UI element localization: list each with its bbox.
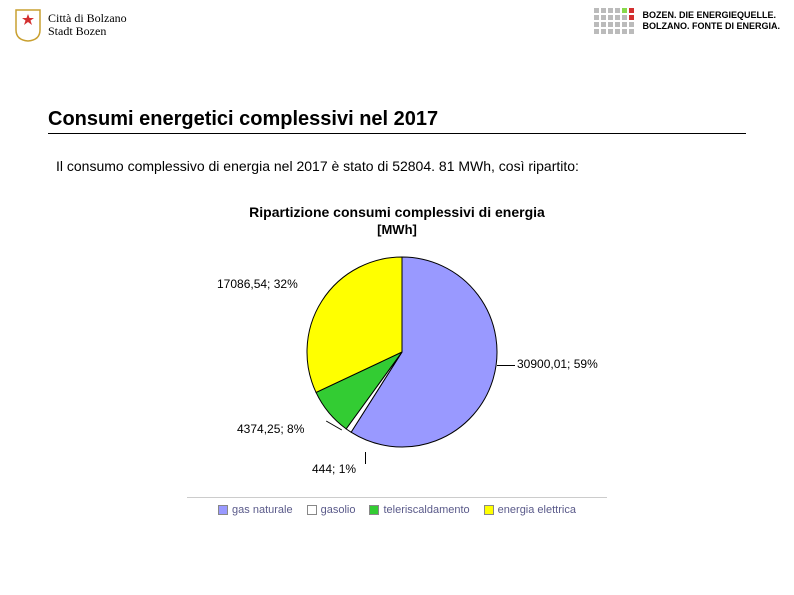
legend-swatch [484,505,494,515]
dot-icon [622,8,627,13]
dot-icon [615,8,620,13]
dot-icon [615,22,620,27]
tagline-line1: BOZEN. DIE ENERGIEQUELLE. [642,10,780,21]
dot-icon [629,15,634,20]
dot-icon [601,8,606,13]
dot-icon [629,29,634,34]
legend-swatch [307,505,317,515]
dot-icon [622,29,627,34]
legend-item: teleriscaldamento [369,504,469,516]
slice-label-gas: 30900,01; 59% [517,357,598,371]
legend-swatch [218,505,228,515]
intro-text: Il consumo complessivo di energia nel 20… [56,158,746,174]
dot-icon [594,29,599,34]
city-name: Città di Bolzano Stadt Bozen [48,12,127,38]
dot-icon [594,15,599,20]
page-header: Città di Bolzano Stadt Bozen BOZEN. DIE … [0,0,794,52]
dot-icon [594,8,599,13]
dot-icon [608,15,613,20]
dot-icon [608,22,613,27]
dot-icon [601,29,606,34]
dot-icon [601,22,606,27]
legend-swatch [369,505,379,515]
city-logo: Città di Bolzano Stadt Bozen [14,8,127,42]
legend-label: gas naturale [232,504,293,516]
page-title: Consumi energetici complessivi nel 2017 [48,108,746,134]
dot-icon [594,22,599,27]
legend-label: energia elettrica [498,504,576,516]
slice-label-elettrica: 17086,54; 32% [217,277,298,291]
slice-label-tele: 4374,25; 8% [237,422,304,436]
legend-item: energia elettrica [484,504,576,516]
dot-icon [622,15,627,20]
chart-legend: gas naturale gasolio teleriscaldamento ener… [187,497,607,516]
page-content: Consumi energetici complessivi nel 2017 … [0,52,794,516]
header-right: BOZEN. DIE ENERGIEQUELLE. BOLZANO. FONTE… [594,8,780,34]
pie-svg [297,247,507,457]
dot-icon [608,8,613,13]
dot-icon [608,29,613,34]
city-line2: Stadt Bozen [48,25,127,38]
leader-line [365,452,366,464]
leader-line [497,365,515,366]
dot-icon [622,22,627,27]
chart-area: Ripartizione consumi complessivi di ener… [48,204,746,516]
dot-icon [629,8,634,13]
dot-icon [615,15,620,20]
chart-title: Ripartizione consumi complessivi di ener… [48,204,746,220]
pie-chart: 30900,01; 59% 444; 1% 4374,25; 8% 17086,… [147,247,647,477]
chart-subtitle: [MWh] [48,222,746,237]
legend-item: gas naturale [218,504,293,516]
dots-grid-icon [594,8,634,34]
legend-label: gasolio [321,504,356,516]
legend-item: gasolio [307,504,356,516]
dot-icon [615,29,620,34]
dot-icon [629,22,634,27]
dot-icon [601,15,606,20]
shield-icon [14,8,42,42]
legend-label: teleriscaldamento [383,504,469,516]
tagline-line2: BOLZANO. FONTE DI ENERGIA. [642,21,780,32]
tagline: BOZEN. DIE ENERGIEQUELLE. BOLZANO. FONTE… [642,10,780,32]
slice-label-gasolio: 444; 1% [312,462,356,476]
